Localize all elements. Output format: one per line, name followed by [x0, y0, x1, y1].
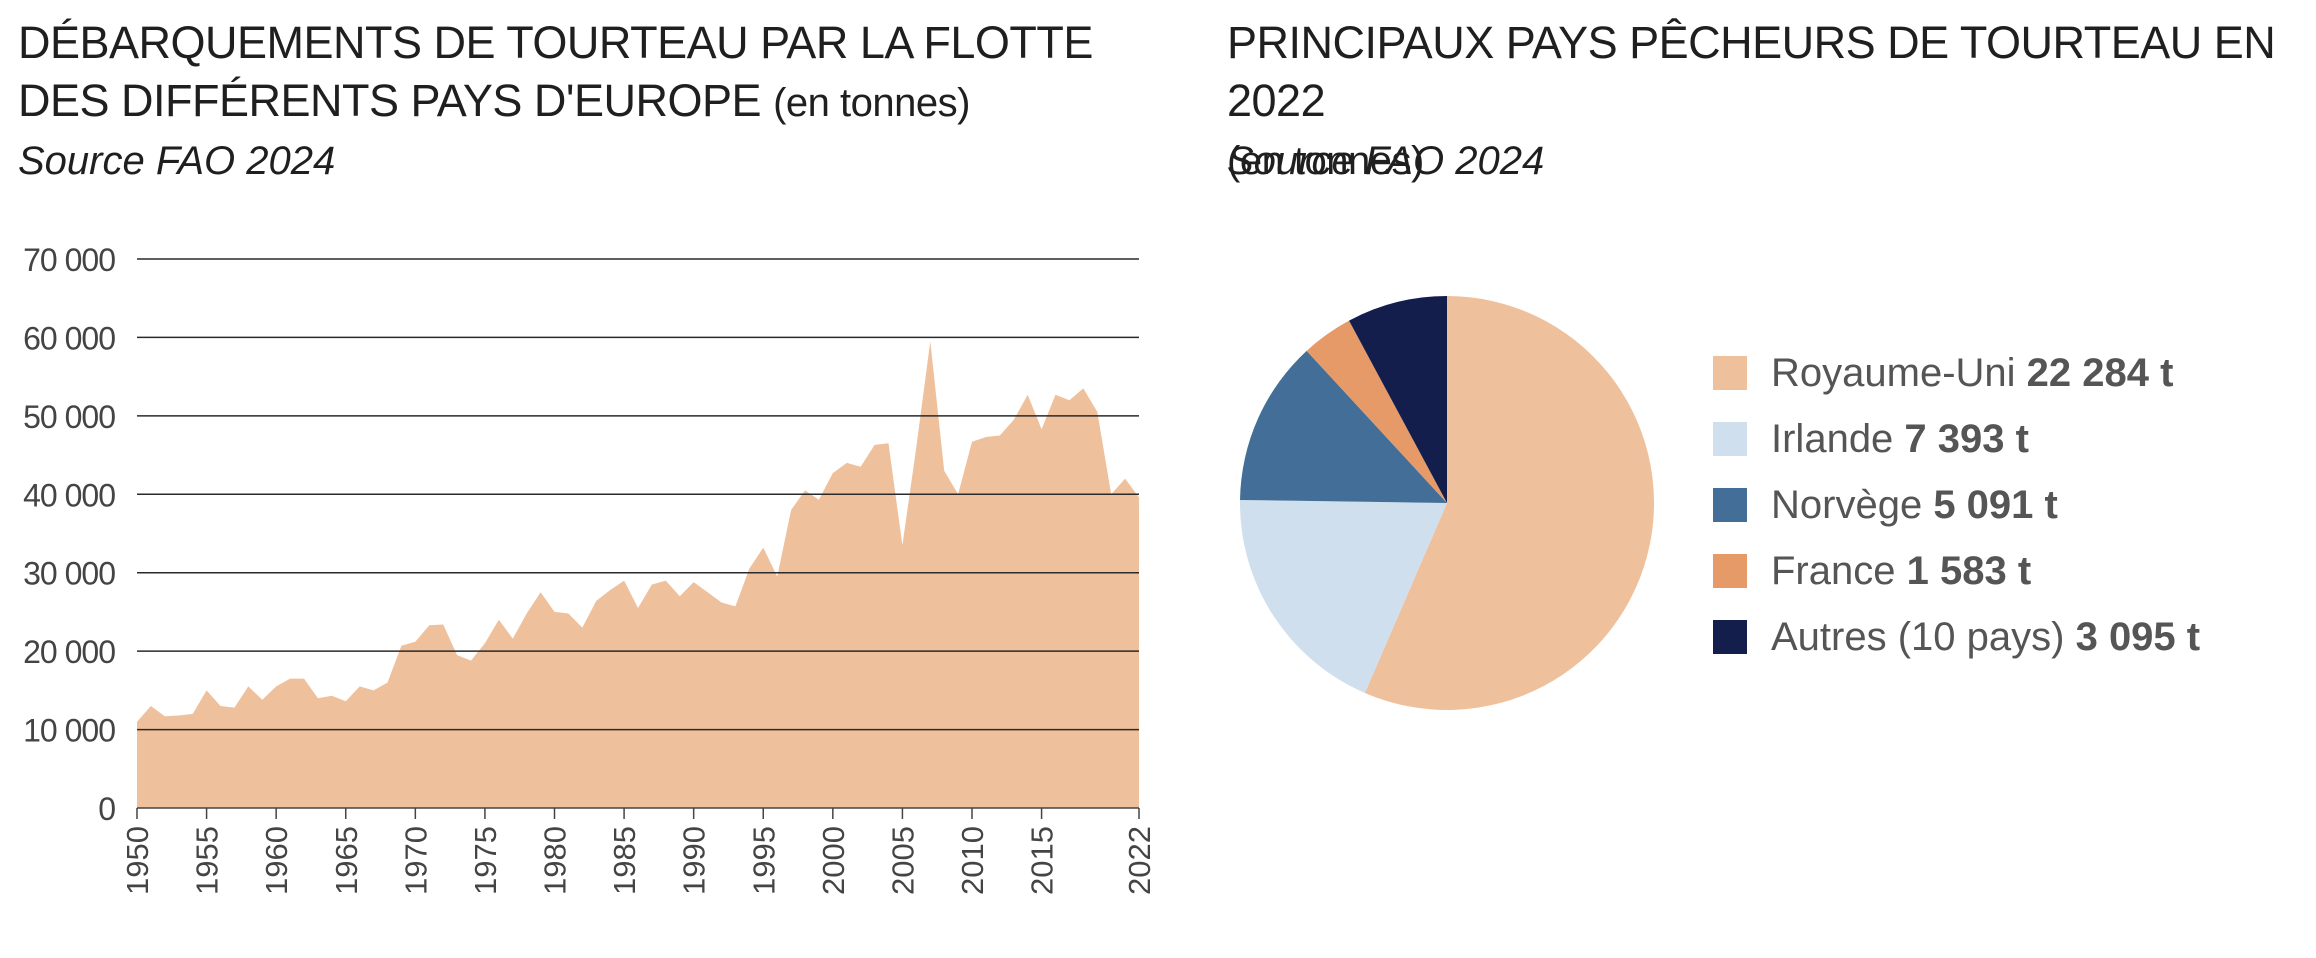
legend-name: France — [1771, 548, 1907, 593]
y-tick-label: 0 — [98, 791, 115, 827]
area-chart: 0 10 000 20 000 30 000 40 000 50 000 60 000 70 … — [23, 242, 1157, 895]
pie-chart-title-unit: (en tonnes) — [1227, 139, 1424, 183]
area-chart-source: Source FAO 2024 — [18, 139, 336, 183]
y-tick-label: 30 000 — [23, 556, 115, 592]
y-tick-label: 10 000 — [23, 713, 115, 749]
x-tick-label: 1990 — [677, 826, 712, 895]
pie-chart-title: PRINCIPAUX PAYS PÊCHEURS DE TOURTEAU EN … — [1227, 14, 2307, 190]
pie-slice-france — [1306, 320, 1447, 503]
x-tick-label: 2022 — [1122, 826, 1157, 895]
legend-label: Norvège 5 091 t — [1771, 483, 2058, 528]
legend-value: 22 284 t — [2026, 350, 2174, 395]
pie-slice-norv-ge — [1240, 350, 1447, 503]
legend-item: France 1 583 t — [1713, 538, 2200, 604]
y-tick-label: 40 000 — [23, 477, 115, 513]
x-tick-label: 2000 — [816, 826, 851, 895]
x-tick-label: 1980 — [538, 826, 573, 895]
legend-item: Irlande 7 393 t — [1713, 406, 2200, 472]
x-tick-label: 1995 — [746, 826, 781, 895]
pie-legend: Royaume-Uni 22 284 t Irlande 7 393 t Norvè… — [1713, 340, 2200, 670]
x-tick-label: 1985 — [607, 826, 642, 895]
x-tick-label: 1975 — [468, 826, 503, 895]
legend-label: Irlande 7 393 t — [1771, 417, 2029, 462]
legend-label: Autres (10 pays) 3 095 t — [1771, 615, 2200, 660]
legend-label: France 1 583 t — [1771, 549, 2031, 594]
legend-name: Irlande — [1771, 416, 1905, 461]
legend-item: Norvège 5 091 t — [1713, 472, 2200, 538]
legend-name: Autres (10 pays) — [1771, 614, 2076, 659]
area-chart-title-main: DÉBARQUEMENTS DE TOURTEAU PAR LA FLOTTE … — [18, 17, 1093, 126]
x-tick-label: 1965 — [329, 826, 364, 895]
legend-swatch — [1713, 554, 1747, 588]
legend-swatch — [1713, 488, 1747, 522]
x-tick-label: 1950 — [120, 826, 155, 895]
y-tick-label: 50 000 — [23, 399, 115, 435]
area-series — [137, 341, 1139, 808]
area-chart-title: DÉBARQUEMENTS DE TOURTEAU PAR LA FLOTTE … — [18, 14, 1138, 132]
pie-slice-royaume-uni — [1364, 296, 1655, 710]
x-tick-label: 1955 — [190, 826, 225, 895]
legend-label: Royaume-Uni 22 284 t — [1771, 351, 2173, 396]
legend-value: 3 095 t — [2075, 614, 2201, 659]
legend-swatch — [1713, 620, 1747, 654]
x-tick-label: 2015 — [1025, 826, 1060, 895]
legend-swatch — [1713, 356, 1747, 390]
pie-slice-autres-10-pays — [1349, 296, 1447, 503]
legend-item: Autres (10 pays) 3 095 t — [1713, 604, 2200, 670]
y-tick-label: 20 000 — [23, 634, 115, 670]
legend-swatch — [1713, 422, 1747, 456]
area-chart-title-unit: (en tonnes) — [773, 81, 970, 125]
x-tick-label: 1970 — [398, 826, 433, 895]
legend-value: 5 091 t — [1933, 482, 2058, 527]
y-tick-label: 70 000 — [23, 242, 115, 278]
legend-value: 7 393 t — [1904, 416, 2029, 461]
pie-chart-source: Source FAO 2024 — [1227, 139, 1545, 183]
x-tick-label: 2010 — [955, 826, 990, 895]
legend-name: Royaume-Uni — [1771, 350, 2027, 395]
x-tick-label: 2005 — [885, 826, 920, 895]
pie-chart-title-main: PRINCIPAUX PAYS PÊCHEURS DE TOURTEAU EN … — [1227, 17, 2276, 126]
x-tick-label: 1960 — [259, 826, 294, 895]
legend-item: Royaume-Uni 22 284 t — [1713, 340, 2200, 406]
y-tick-label: 60 000 — [23, 320, 115, 356]
pie-slice-irlande — [1239, 499, 1447, 694]
legend-name: Norvège — [1771, 482, 1934, 527]
legend-value: 1 583 t — [1906, 548, 2032, 593]
